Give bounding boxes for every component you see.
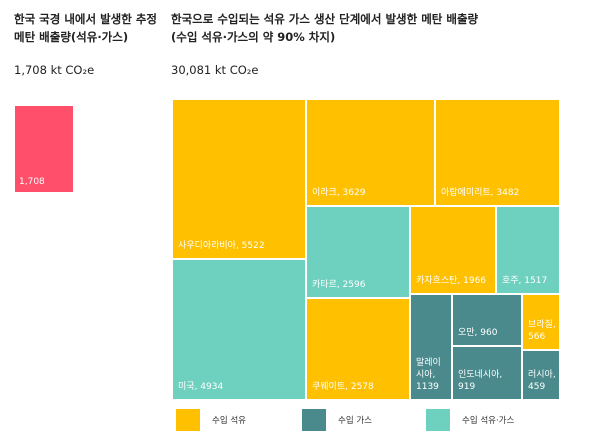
domestic-label: 1,708 [19, 177, 45, 187]
legend-item-oil: 수입 석유 [176, 409, 246, 431]
treemap-label-ecbfa0ec9ba8ec9db4ed8ab8: 쿠웨이트, 2578 [312, 380, 374, 392]
treemap-cell-ed98b8eca3bc [495, 205, 561, 295]
treemap-label-ec82acec9ab0eb9494ec9584eb9dbcebb984ec9584: 사우디아라비아, 5522 [178, 240, 265, 251]
treemap-chart: 1,708 사우디아라비아, 5522 미국, 4934 이라크, 3629 아랍에미리… [13, 98, 561, 400]
treemap-label-ed98b8eca3bc: 호주, 1517 [502, 275, 547, 286]
treemap-cell-ebb88ceb9dbceca788 [521, 293, 561, 351]
treemap-cell-ec82acec9ab0eb9494ec9584eb9dbcebb984ec9584 [171, 98, 307, 260]
domestic-title: 한국 국경 내에서 발생한 추정 메탄 배출량(석유·가스) [14, 10, 164, 46]
legend-item-oilgas: 수입 석유·가스 [426, 409, 514, 431]
treemap-label-ecb9b4ec9e90ed9d90ec8aa4ed8384: 카자흐스탄, 1966 [416, 275, 486, 286]
domestic-total: 1,708 kt CO₂e [14, 63, 95, 77]
treemap-label-ebafb8eab5ad: 미국, 4934 [178, 381, 223, 392]
legend-swatch-oil [176, 409, 200, 431]
imported-total: 30,081 kt CO₂e [171, 63, 259, 77]
treemap-label-ec9db4eb9dbced81ac: 이라크, 3629 [312, 187, 366, 198]
domestic-rect [13, 104, 75, 194]
treemap-label-ec98a4eba78c: 오만, 960 [458, 327, 498, 338]
treemap-cell-eb9facec8b9cec9584 [521, 349, 561, 400]
legend-swatch-oilgas [426, 409, 450, 431]
imported-title-line1: 한국으로 수입되는 석유 가스 생산 단계에서 발생한 메탄 배출량 [171, 12, 479, 26]
treemap-label-eb9facec8b9cec9584: 러시아, 459 [528, 369, 556, 392]
treemap-cell-ecbfa0ec9ba8ec9db4ed8ab8 [305, 297, 411, 400]
treemap-cell-ec9db8eb8f84eb84a4ec8b9cec9584 [451, 345, 523, 400]
legend-swatch-gas [302, 409, 326, 431]
treemap-label-ec9584eb9e8dec9790ebafb8eba6aced8ab8: 아랍에미리트, 3482 [441, 187, 519, 198]
legend-item-gas: 수입 가스 [302, 409, 372, 431]
legend-label-oil: 수입 석유 [212, 416, 246, 426]
treemap-label-ecb9b4ed8380eba5b4: 카타르, 2596 [312, 279, 366, 290]
treemap-cell-ec9db4eb9dbced81ac [305, 98, 436, 207]
treemap-cell-ebafb8eab5ad [171, 258, 307, 400]
imported-title-line2: (수입 석유·가스의 약 90% 차지) [171, 30, 336, 44]
treemap-cell-ec98a4eba78c [451, 293, 523, 347]
treemap-label-ebb88ceb9dbceca788: 브라질, 566 [528, 318, 556, 342]
treemap-label-ec9db8eb8f84eb84a4ec8b9cec9584: 인도네시아, 919 [458, 369, 502, 392]
legend-label-oilgas: 수입 석유·가스 [462, 416, 515, 426]
imported-title: 한국으로 수입되는 석유 가스 생산 단계에서 발생한 메탄 배출량 (수입 석… [171, 10, 591, 46]
legend-label-gas: 수입 가스 [338, 416, 372, 426]
domestic-title-line1: 한국 국경 내에서 발생한 추정 [14, 12, 157, 26]
domestic-title-line2: 메탄 배출량(석유·가스) [14, 30, 129, 44]
treemap-cell-ecb9b4ed8380eba5b4 [305, 205, 411, 299]
treemap-label-eba790eba088ec9db4ec8b9cec9584: 말레이 시아, 1139 [416, 356, 441, 392]
